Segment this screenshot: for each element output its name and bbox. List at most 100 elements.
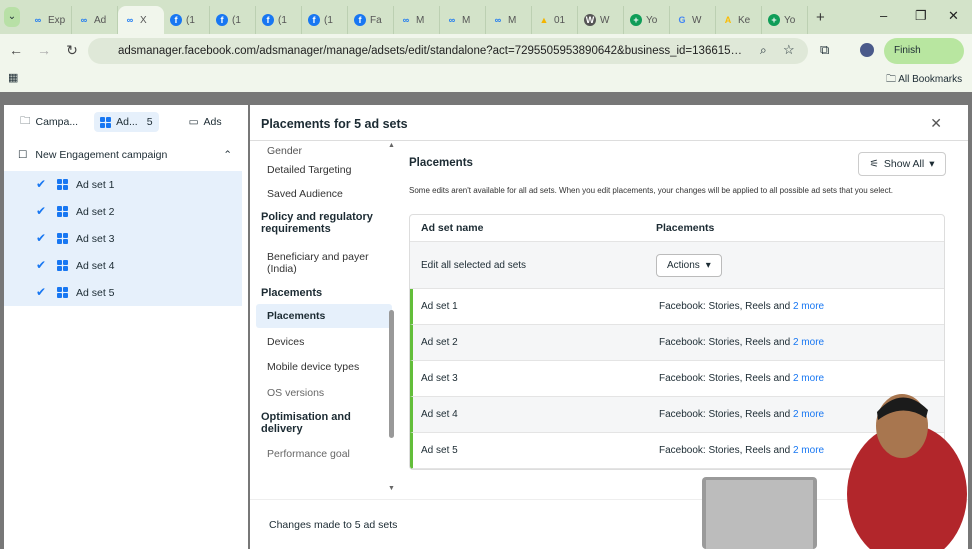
zoom-icon[interactable]: ⌕ xyxy=(760,42,767,57)
browser-tab[interactable]: ∞ Ad xyxy=(72,6,118,34)
adset-item[interactable]: ✔ Ad set 4 xyxy=(4,252,242,279)
more-link[interactable]: 2 more xyxy=(792,373,825,384)
adset-icon xyxy=(57,179,68,190)
browser-tab[interactable]: + Yo xyxy=(624,6,670,34)
browser-tab[interactable]: ▲ 01 xyxy=(532,6,578,34)
adset-item[interactable]: ✔ Ad set 5 xyxy=(4,279,242,306)
profile-button[interactable]: Finish xyxy=(884,38,964,64)
show-all-dropdown[interactable]: ⚟ Show All ▾ xyxy=(858,152,946,176)
browser-tab[interactable]: ∞ M xyxy=(486,6,532,34)
dialog-footer: Changes made to 5 ad sets xyxy=(250,499,968,549)
close-window-button[interactable]: ✕ xyxy=(948,8,959,23)
meta-icon: ∞ xyxy=(80,15,88,25)
checkbox-checked-icon[interactable]: ✔ xyxy=(36,177,47,191)
minimize-button[interactable]: – xyxy=(880,8,888,23)
checkbox-checked-icon[interactable]: ✔ xyxy=(36,204,47,218)
meta-icon: ∞ xyxy=(494,15,502,25)
section-nav: Gender Detailed Targeting Saved Audience… xyxy=(250,142,398,497)
table-row[interactable]: Ad set 4 Facebook: Stories, Reels and 2 m… xyxy=(410,397,944,433)
reload-button[interactable]: ↻ xyxy=(66,41,78,58)
adset-item[interactable]: ✔ Ad set 3 xyxy=(4,225,242,252)
sheets-icon: + xyxy=(630,14,642,26)
more-link[interactable]: 2 more xyxy=(792,301,825,312)
adset-icon xyxy=(100,116,112,128)
chevron-up-icon[interactable]: ⌃ xyxy=(223,149,232,161)
more-link[interactable]: 2 more xyxy=(792,337,825,348)
tab-campaigns[interactable]: 🗀 Campa... xyxy=(20,115,79,128)
nav-heading-placements: Placements xyxy=(261,287,323,299)
browser-tab[interactable]: ∞ X xyxy=(118,6,164,34)
tab-ads[interactable]: ▭ Ads xyxy=(188,116,222,128)
facebook-icon: f xyxy=(354,14,366,26)
sheets-icon: + xyxy=(768,14,780,26)
facebook-icon: f xyxy=(308,14,320,26)
checkbox-checked-icon[interactable]: ✔ xyxy=(36,231,47,245)
adset-item[interactable]: ✔ Ad set 2 xyxy=(4,198,242,225)
dialog-title: Placements for 5 ad sets xyxy=(250,105,968,141)
tab-ad-sets[interactable]: Ad... 5 xyxy=(94,112,159,132)
browser-tab[interactable]: ∞ M xyxy=(394,6,440,34)
address-bar[interactable]: adsmanager.facebook.com/adsmanager/manag… xyxy=(88,38,808,64)
browser-tab[interactable]: f (1 xyxy=(210,6,256,34)
forward-button[interactable]: → xyxy=(37,42,51,58)
browser-tab[interactable]: f Fa xyxy=(348,6,394,34)
meta-icon: ∞ xyxy=(448,15,456,25)
google-icon: G xyxy=(678,15,686,25)
close-icon[interactable]: ✕ xyxy=(930,115,942,131)
checkbox-checked-icon[interactable]: ✔ xyxy=(36,285,47,299)
browser-tab[interactable]: ∞ Exp xyxy=(26,6,72,34)
adset-icon xyxy=(57,260,68,271)
browser-tab[interactable]: f (1 xyxy=(164,6,210,34)
count-badge: 5 xyxy=(146,116,153,128)
meta-icon: ∞ xyxy=(126,15,134,25)
bookmark-star-icon[interactable]: ☆ xyxy=(783,42,795,57)
checkbox-checked-icon[interactable]: ✔ xyxy=(36,258,47,272)
edit-all-label: Edit all selected ad sets xyxy=(421,259,527,271)
sliders-icon: ⚟ xyxy=(869,158,879,170)
nav-heading-policy: Policy and regulatory requirements xyxy=(261,211,373,235)
table-row[interactable]: Ad set 5 Facebook: Stories, Reels and 2 m… xyxy=(410,433,944,469)
checkbox[interactable]: ☐ xyxy=(18,149,28,161)
tab-search-button[interactable]: ⌄ xyxy=(4,7,20,27)
nav-gender[interactable]: Gender xyxy=(267,145,303,157)
section-heading: Placements xyxy=(409,157,473,169)
nav-os-versions[interactable]: OS versions xyxy=(267,386,325,399)
all-bookmarks[interactable]: 🗀 All Bookmarks xyxy=(886,74,963,85)
actions-dropdown[interactable]: Actions ▾ xyxy=(656,253,722,277)
restore-button[interactable]: ❐ xyxy=(915,8,927,23)
facebook-icon: f xyxy=(216,14,228,26)
browser-tab[interactable]: A Ke xyxy=(716,6,762,34)
campaign-tree-panel: 🗀 Campa... Ad... 5 ▭ Ads ☐ New Engagement … xyxy=(4,105,248,549)
browser-tab[interactable]: f (1 xyxy=(256,6,302,34)
adset-item[interactable]: ✔ Ad set 1 xyxy=(4,171,242,198)
browser-tab[interactable]: f (1 xyxy=(302,6,348,34)
nav-placements[interactable]: Placements xyxy=(256,304,392,328)
apps-icon[interactable]: ▦ xyxy=(8,72,19,84)
nav-beneficiary[interactable]: Beneficiary and payer (India) xyxy=(267,251,369,275)
placements-summary: Facebook: Stories, Reels and xyxy=(659,301,791,312)
avatar[interactable] xyxy=(860,43,874,57)
nav-devices[interactable]: Devices xyxy=(267,335,305,348)
extensions-icon[interactable]: ⧉ xyxy=(820,42,830,57)
table-row[interactable]: Ad set 3 Facebook: Stories, Reels and 2 m… xyxy=(410,361,944,397)
table-row[interactable]: Ad set 2 Facebook: Stories, Reels and 2 m… xyxy=(410,325,944,361)
nav-detailed-targeting[interactable]: Detailed Targeting xyxy=(267,164,352,176)
nav-mobile-device-types[interactable]: Mobile device types xyxy=(267,361,360,373)
facebook-icon: f xyxy=(170,14,182,26)
nav-performance-goal[interactable]: Performance goal xyxy=(267,448,350,460)
browser-tab[interactable]: ∞ M xyxy=(440,6,486,34)
campaign-item[interactable]: ☐ New Engagement campaign ⌃ xyxy=(18,149,232,161)
browser-tab[interactable]: + Yo xyxy=(762,6,808,34)
back-button[interactable]: ← xyxy=(9,42,23,58)
new-tab-button[interactable]: + xyxy=(816,8,825,26)
table-row[interactable]: Ad set 1 Facebook: Stories, Reels and 2 m… xyxy=(410,289,944,325)
more-link[interactable]: 2 more xyxy=(792,409,825,420)
adset-name: Ad set 1 xyxy=(421,301,458,312)
changes-summary: Changes made to 5 ad sets xyxy=(269,519,398,531)
nav-scrollbar[interactable]: ▲ ▼ xyxy=(388,142,395,492)
more-link[interactable]: 2 more xyxy=(792,445,825,456)
nav-saved-audience[interactable]: Saved Audience xyxy=(267,188,343,200)
